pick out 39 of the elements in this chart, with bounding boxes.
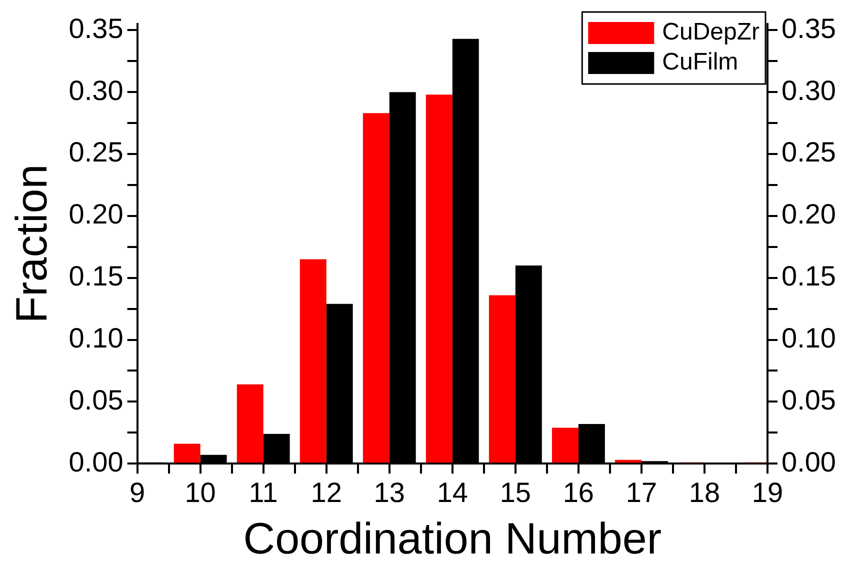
bar	[488, 295, 516, 463]
y-axis-title: Fraction	[8, 164, 57, 324]
bar	[174, 444, 200, 463]
y-tick-label: 0.00	[68, 446, 124, 478]
x-tick-label: 14	[436, 477, 468, 508]
y-tick-label: 0.25	[68, 136, 124, 168]
bar	[236, 384, 264, 463]
bar	[614, 460, 642, 463]
y-tick-label: 0.20	[68, 198, 124, 230]
y2-tick-label: 0.05	[782, 384, 836, 416]
x-tick-label: 12	[310, 477, 342, 508]
bar	[300, 259, 326, 463]
x-tick-label: 19	[752, 477, 784, 508]
bar	[426, 94, 452, 463]
x-tick-label: 17	[626, 477, 658, 508]
y2-tick-label: 0.10	[782, 322, 836, 354]
y-tick-label: 0.30	[68, 74, 124, 106]
y2-tick-label: 0.25	[782, 136, 836, 168]
y-tick-label: 0.10	[68, 322, 124, 354]
y-tick-label: 0.35	[68, 12, 124, 44]
y2-tick-label: 0.00	[782, 446, 836, 478]
x-axis-title: Coordination Number	[243, 514, 662, 564]
x-tick-label: 10	[184, 477, 216, 508]
x-tick-label: 11	[248, 477, 278, 508]
bar	[552, 428, 578, 463]
y-tick-label: 0.15	[68, 260, 124, 292]
x-tick-label: 16	[562, 477, 594, 508]
legend-label: CuDepZr	[662, 18, 760, 46]
legend-label: CuFilm	[662, 48, 738, 76]
x-tick-label: 15	[500, 477, 531, 508]
y2-tick-label: 0.30	[782, 74, 836, 106]
x-tick-label: 13	[374, 477, 405, 508]
x-tick-label: 18	[688, 477, 720, 508]
y2-tick-label: 0.20	[782, 198, 836, 230]
x-tick-label: 9	[130, 477, 146, 508]
y2-tick-label: 0.35	[782, 12, 836, 44]
bar	[362, 113, 390, 463]
y-tick-label: 0.05	[68, 384, 124, 416]
y2-tick-label: 0.15	[782, 260, 836, 292]
